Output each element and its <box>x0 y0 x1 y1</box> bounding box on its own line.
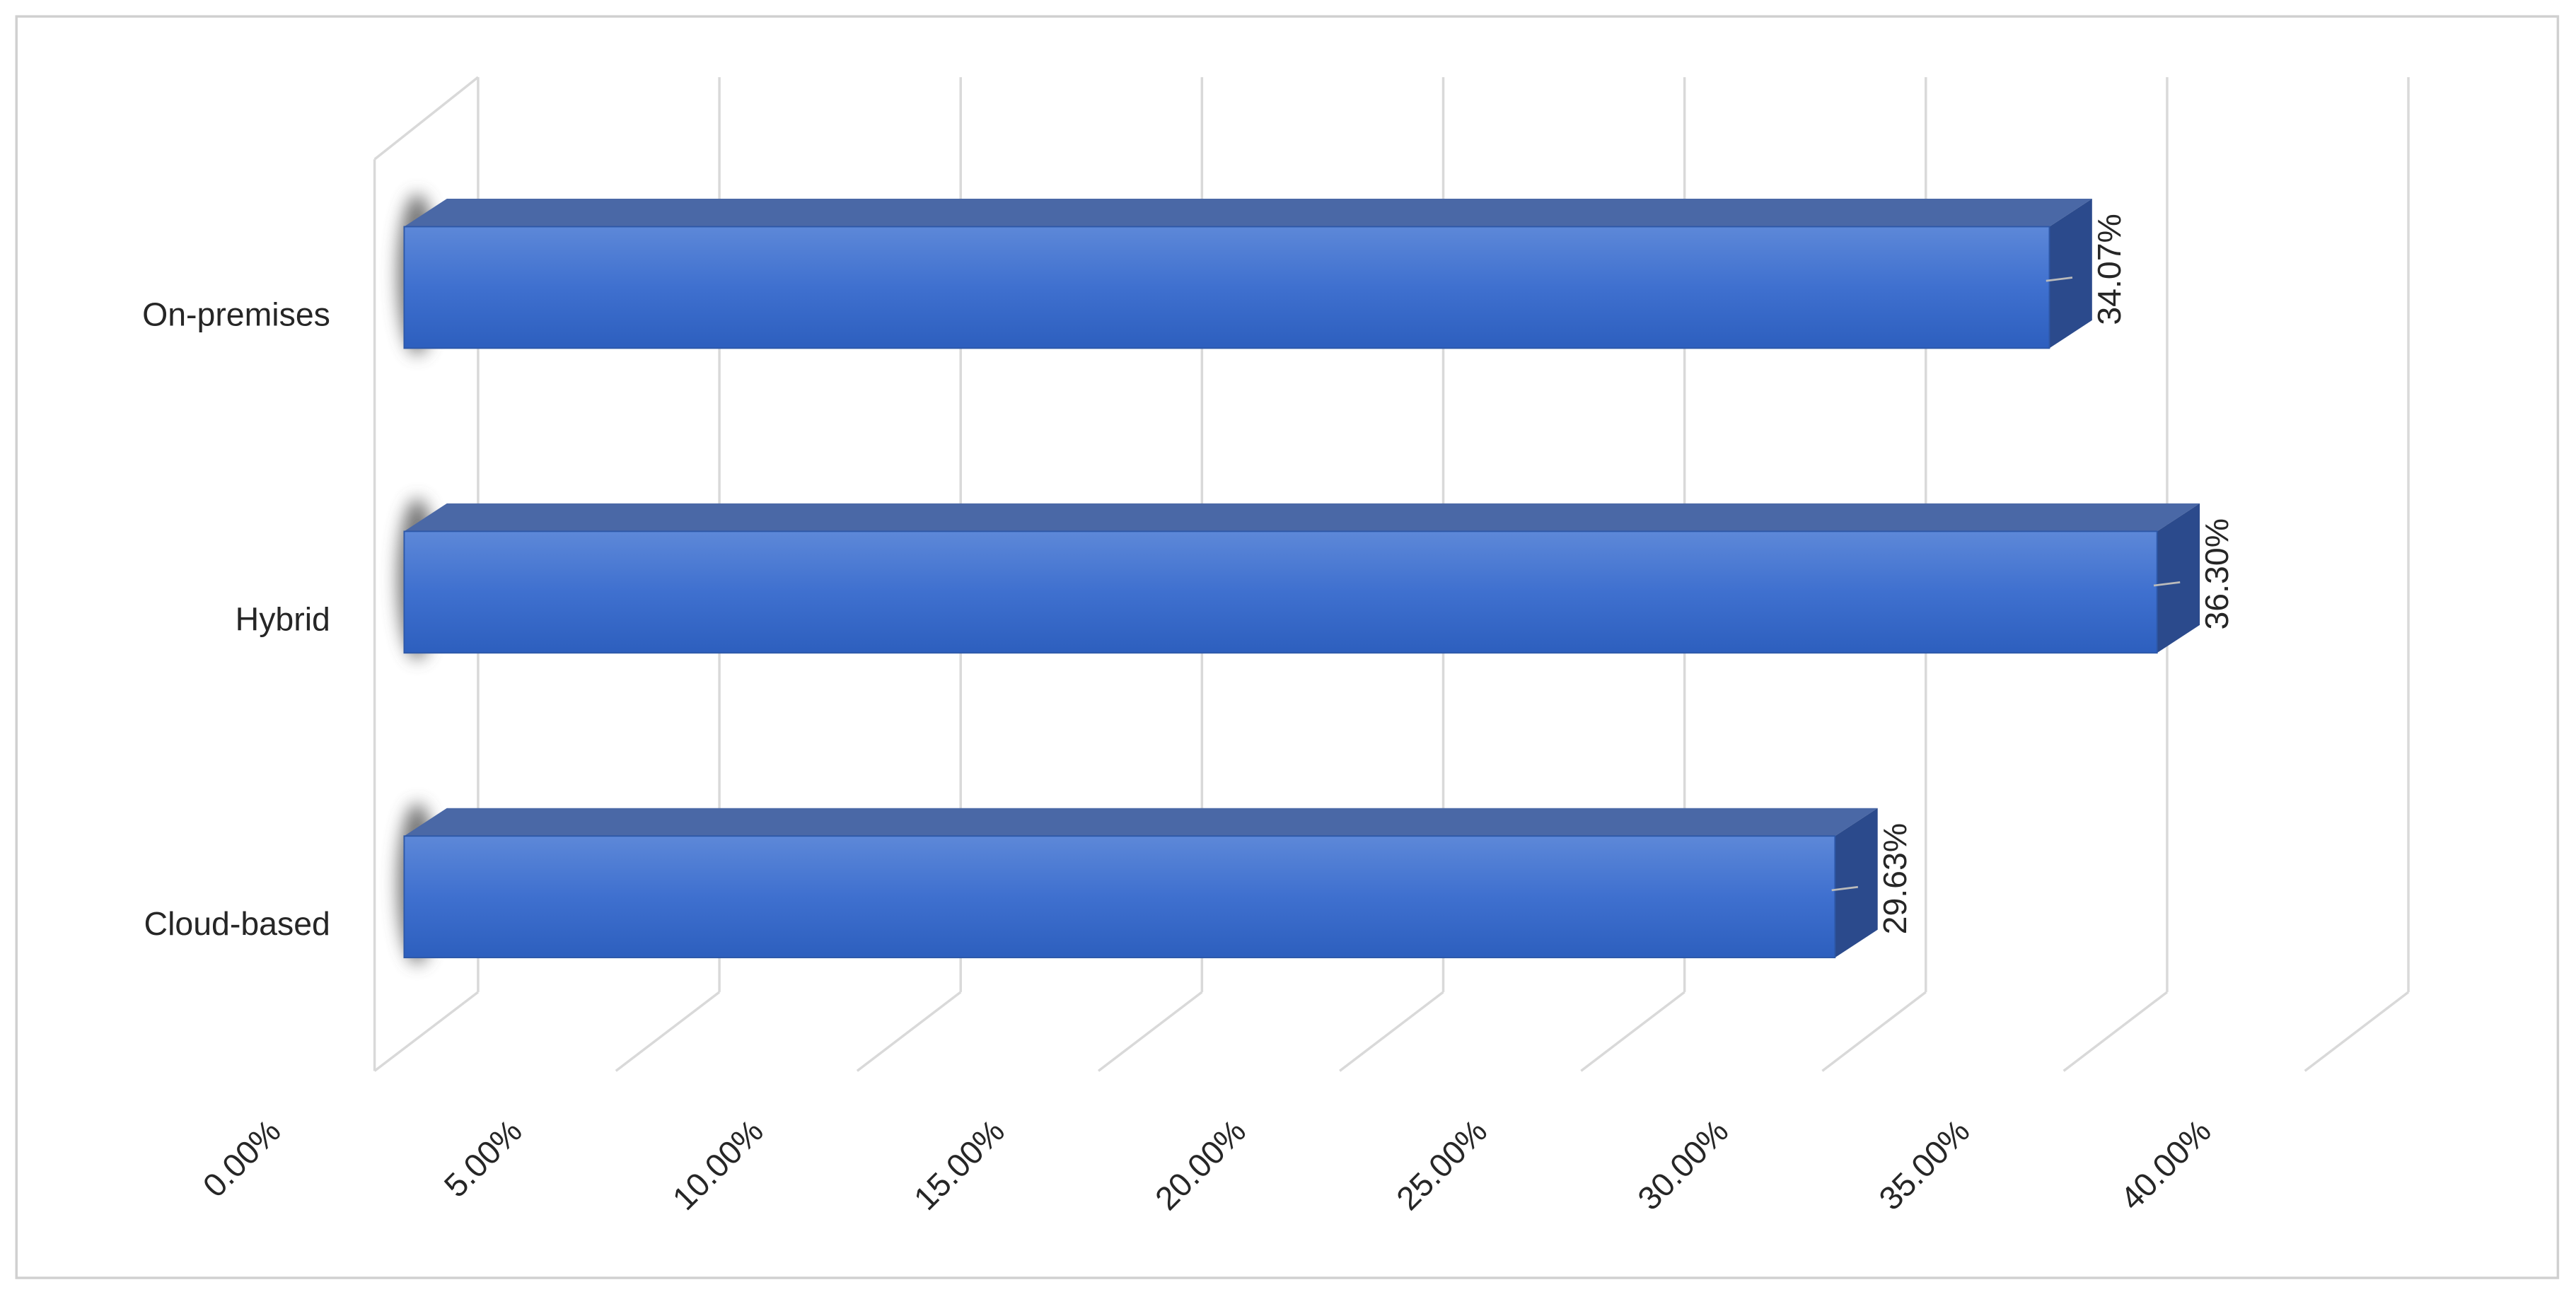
leader-line <box>2153 581 2181 587</box>
leader-line <box>1831 885 1859 892</box>
floor-grid-line <box>1339 991 1444 1072</box>
left-wall-top <box>373 76 480 161</box>
bar-side-face <box>2049 199 2092 349</box>
data-label: 36.30% <box>2198 518 2235 629</box>
floor-grid-line <box>373 991 479 1072</box>
floor-grid-line <box>615 991 721 1072</box>
y-tick-label: On-premises <box>142 296 330 333</box>
bar <box>403 530 2158 654</box>
bar-top-face <box>404 808 1878 837</box>
bar <box>403 226 2050 349</box>
bar-side-face <box>1835 808 1878 958</box>
floor-grid-line <box>2304 991 2410 1072</box>
bar-top-face <box>404 503 2200 532</box>
floor-grid-line <box>1580 991 1686 1072</box>
floor-grid-line <box>1821 991 1927 1072</box>
bar <box>403 835 1836 959</box>
y-tick-label: Cloud-based <box>144 905 330 942</box>
bar-side-face <box>2157 503 2200 653</box>
bar-top-face <box>404 199 2092 227</box>
data-label: 29.63% <box>1876 823 1913 934</box>
y-tick-label: Hybrid <box>236 600 330 637</box>
floor-grid-line <box>856 991 962 1072</box>
floor-grid-line <box>2062 991 2168 1072</box>
floor-grid-line <box>1097 991 1203 1072</box>
leader-line <box>2046 277 2073 282</box>
data-label: 34.07% <box>2091 214 2128 325</box>
